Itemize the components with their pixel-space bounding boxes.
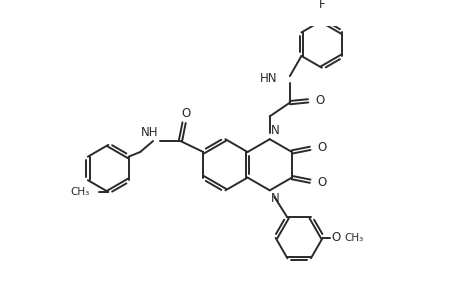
Text: O: O [317, 141, 326, 154]
Text: O: O [315, 94, 324, 107]
Text: N: N [270, 192, 279, 205]
Text: HN: HN [259, 72, 276, 86]
Text: O: O [317, 176, 326, 189]
Text: NH: NH [141, 126, 158, 139]
Text: CH₃: CH₃ [71, 187, 90, 197]
Text: CH₃: CH₃ [344, 233, 363, 243]
Text: N: N [270, 124, 279, 137]
Text: O: O [331, 231, 340, 244]
Text: F: F [318, 0, 325, 11]
Text: O: O [181, 107, 190, 120]
